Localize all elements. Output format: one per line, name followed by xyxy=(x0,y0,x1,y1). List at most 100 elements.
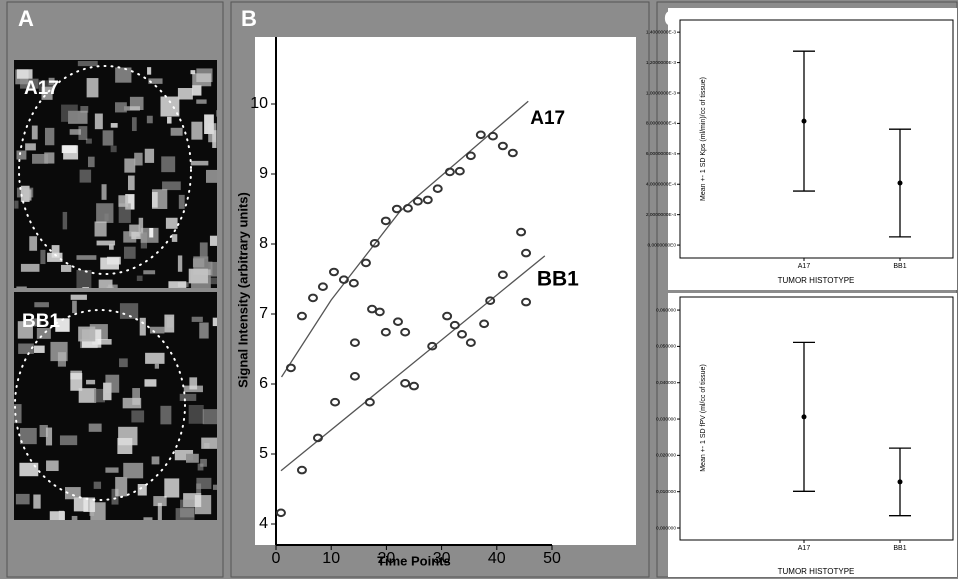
point xyxy=(349,372,360,381)
point xyxy=(296,311,307,321)
texture xyxy=(118,195,129,207)
texture xyxy=(151,192,158,208)
texture xyxy=(79,169,92,183)
texture xyxy=(167,317,174,328)
x-tick-label: 0 xyxy=(272,550,281,567)
y-tick-label: 8,0000000E-4 xyxy=(646,121,676,127)
y-axis-label: Signal Intensity (arbitrary units) xyxy=(235,192,250,388)
x-tick-label: 40 xyxy=(488,550,506,567)
texture xyxy=(199,322,209,339)
texture xyxy=(36,328,51,339)
panel-label: A xyxy=(18,6,34,31)
point xyxy=(479,319,490,329)
texture xyxy=(125,194,135,210)
point xyxy=(422,195,433,205)
y-tick-label: 0,040000 xyxy=(656,380,676,386)
image-label: A17 xyxy=(24,78,59,99)
texture xyxy=(32,318,42,327)
texture xyxy=(96,203,114,223)
texture xyxy=(216,110,217,117)
fit-line xyxy=(280,100,529,378)
texture xyxy=(98,279,113,288)
texture xyxy=(57,352,66,367)
texture xyxy=(14,404,22,424)
point xyxy=(457,330,468,339)
texture xyxy=(70,373,83,391)
texture xyxy=(191,121,203,140)
point xyxy=(348,278,359,288)
texture xyxy=(100,257,119,270)
texture xyxy=(190,160,209,166)
texture xyxy=(201,437,217,449)
texture xyxy=(196,68,213,83)
image xyxy=(14,60,217,288)
texture xyxy=(200,458,207,467)
x-tick-label: 20 xyxy=(378,550,396,567)
mean-point xyxy=(897,180,903,186)
point xyxy=(454,166,465,176)
texture xyxy=(162,181,181,191)
texture xyxy=(216,518,217,520)
y-tick-label: 0,050000 xyxy=(656,344,676,350)
y-tick-label: 5 xyxy=(259,445,268,462)
mean-point xyxy=(897,479,903,485)
roi-outline xyxy=(14,309,186,501)
texture xyxy=(16,69,33,79)
x-tick-label: 50 xyxy=(543,550,561,567)
texture xyxy=(157,502,162,520)
point xyxy=(307,293,318,303)
texture xyxy=(94,113,103,130)
texture xyxy=(118,426,138,446)
texture xyxy=(202,409,217,425)
mean-point xyxy=(801,118,807,124)
point xyxy=(275,508,286,518)
texture xyxy=(129,96,144,110)
point xyxy=(369,239,380,248)
texture xyxy=(14,200,19,209)
roi-outline xyxy=(18,65,192,275)
texture xyxy=(34,302,49,308)
texture xyxy=(164,478,180,498)
y-tick-label: 2,0000000E-4 xyxy=(646,212,676,218)
texture xyxy=(115,476,128,497)
texture xyxy=(168,281,187,288)
point xyxy=(444,167,455,177)
texture xyxy=(115,102,127,113)
texture xyxy=(192,258,205,268)
point xyxy=(400,327,411,337)
point xyxy=(296,465,307,475)
point xyxy=(427,341,438,351)
point xyxy=(285,363,296,373)
x-axis-label: Time Points xyxy=(377,553,450,568)
y-axis-label: Mean +- 1 SD Kps (ml/min)/cc of tissue) xyxy=(700,77,707,201)
texture xyxy=(70,294,87,300)
point xyxy=(374,307,385,317)
texture xyxy=(118,203,131,223)
texture xyxy=(71,515,78,520)
texture xyxy=(72,300,77,314)
point xyxy=(312,433,323,443)
texture xyxy=(177,88,193,100)
y-tick-label: 4 xyxy=(259,515,268,532)
point xyxy=(317,282,328,292)
texture xyxy=(70,370,82,380)
x-axis-label: TUMOR HISTOTYPE xyxy=(778,276,855,285)
texture xyxy=(185,453,199,463)
texture xyxy=(103,382,112,401)
texture xyxy=(131,410,145,423)
texture xyxy=(136,275,143,281)
texture xyxy=(86,78,99,98)
point xyxy=(497,141,508,151)
panel-frame xyxy=(6,1,224,578)
y-tick-label: 9 xyxy=(259,165,268,182)
plot-background xyxy=(668,293,957,577)
texture xyxy=(104,213,109,222)
x-tick-label: A17 xyxy=(798,263,811,270)
y-tick-label: 0,0000000E0 xyxy=(647,242,676,248)
texture xyxy=(129,224,140,237)
y-tick-label: 0,020000 xyxy=(656,453,676,459)
series-label: BB1 xyxy=(537,267,579,290)
plot-background xyxy=(255,37,636,545)
charts: 0 10 20 30 40 50 4 5 6 7 8 9 10 Time Points Signal Int… xyxy=(235,19,954,576)
